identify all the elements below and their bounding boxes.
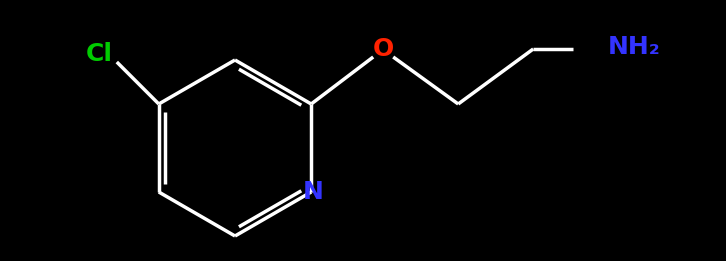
Text: NH₂: NH₂ xyxy=(608,35,661,59)
Text: Cl: Cl xyxy=(85,42,113,66)
Text: N: N xyxy=(303,180,324,204)
Text: O: O xyxy=(372,37,393,61)
